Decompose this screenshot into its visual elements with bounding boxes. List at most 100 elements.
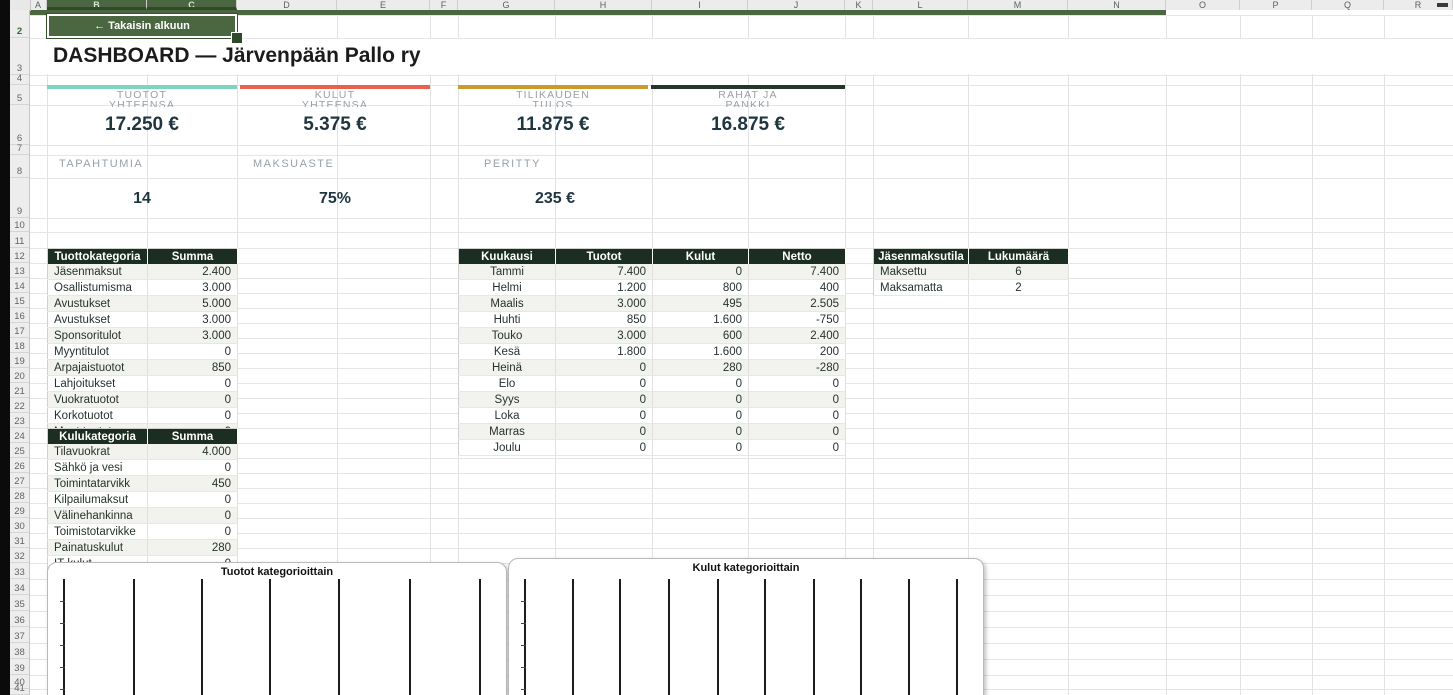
column-header[interactable]: Netto [748,248,846,264]
table-cell[interactable]: Maksamatta [873,279,969,296]
table-cell[interactable]: 0 [748,391,846,408]
table-cell[interactable]: Avustukset [47,311,148,328]
table-cell[interactable]: 1.600 [652,311,749,328]
table-cell[interactable]: 6 [968,264,1069,280]
table-cell[interactable]: Jäsenmaksut [47,264,148,280]
row-header-21[interactable]: 21 [10,383,29,398]
table-cell[interactable]: Syys [458,391,556,408]
table-cell[interactable]: 7.400 [748,264,846,280]
table-cell[interactable]: Sähkö ja vesi [47,459,148,476]
table-cell[interactable]: Joulu [458,439,556,456]
table-cell[interactable]: Korkotuotot [47,407,148,424]
table-cell[interactable]: 1.600 [652,343,749,360]
table-cell[interactable]: Helmi [458,279,556,296]
row-header-26[interactable]: 26 [10,458,29,473]
row-header-3[interactable]: 3 [10,38,29,75]
table-cell[interactable]: Osallistumisma [47,279,148,296]
table-cell[interactable]: Tammi [458,264,556,280]
column-header[interactable]: Tuotot [555,248,653,264]
table-cell[interactable]: Touko [458,327,556,344]
row-header-10[interactable]: 10 [10,218,29,232]
column-header[interactable]: Kulukategoria [47,428,148,444]
table-cell[interactable]: 200 [748,343,846,360]
table-cell[interactable]: 0 [652,264,749,280]
table-cell[interactable]: 0 [555,375,653,392]
table-cell[interactable]: Tilavuokrat [47,444,148,460]
table-cell[interactable]: 3.000 [147,279,238,296]
table-cell[interactable]: 850 [555,311,653,328]
column-header-A[interactable]: A [30,0,47,10]
table-cell[interactable]: 1.800 [555,343,653,360]
table-cell[interactable]: Toimistotarvikke [47,523,148,540]
table-cell[interactable]: 0 [147,343,238,360]
table-cell[interactable]: 7.400 [555,264,653,280]
table-cell[interactable]: 0 [652,375,749,392]
table-cell[interactable]: 0 [748,375,846,392]
table-cell[interactable]: 0 [652,423,749,440]
column-header[interactable]: Kuukausi [458,248,556,264]
row-header-19[interactable]: 19 [10,353,29,368]
table-cell[interactable]: Sponsoritulot [47,327,148,344]
table-cell[interactable]: 0 [652,439,749,456]
back-button[interactable]: ← Takaisin alkuun [46,13,238,39]
column-header-O[interactable]: O [1166,0,1240,10]
table-cell[interactable]: Arpajaistuotot [47,359,148,376]
table-cell[interactable]: Maalis [458,295,556,312]
row-header-23[interactable]: 23 [10,413,29,428]
row-header-20[interactable]: 20 [10,368,29,383]
row-header-17[interactable]: 17 [10,323,29,338]
column-header[interactable]: Summa [147,428,238,444]
table-cell[interactable]: 0 [555,391,653,408]
table-cell[interactable]: 850 [147,359,238,376]
table-cell[interactable]: Vuokratuotot [47,391,148,408]
expense-chart[interactable]: Kulut kategorioittain [508,558,984,695]
table-cell[interactable]: Elo [458,375,556,392]
table-cell[interactable]: Loka [458,407,556,424]
column-header-C[interactable]: C [147,0,237,10]
table-cell[interactable]: 3.000 [555,295,653,312]
row-header-15[interactable]: 15 [10,293,29,308]
table-cell[interactable]: 4.000 [147,444,238,460]
table-cell[interactable]: 1.200 [555,279,653,296]
table-cell[interactable]: 3.000 [147,327,238,344]
table-cell[interactable]: 2.400 [147,264,238,280]
table-cell[interactable]: Marras [458,423,556,440]
row-header-24[interactable]: 24 [10,428,29,443]
row-header-2[interactable]: 2 [10,15,29,38]
table-cell[interactable]: 2.400 [748,327,846,344]
table-cell[interactable]: Kesä [458,343,556,360]
table-cell[interactable]: 0 [555,423,653,440]
row-header-36[interactable]: 36 [10,611,29,627]
table-cell[interactable]: 0 [147,491,238,508]
column-header[interactable]: Kulut [652,248,749,264]
row-header-41[interactable]: 41 [10,683,29,695]
table-cell[interactable]: 0 [555,407,653,424]
table-cell[interactable]: Painatuskulut [47,539,148,556]
column-header-Q[interactable]: Q [1312,0,1384,10]
table-cell[interactable]: 0 [147,459,238,476]
table-cell[interactable]: 0 [748,407,846,424]
table-cell[interactable]: 800 [652,279,749,296]
row-header-16[interactable]: 16 [10,308,29,323]
column-header-L[interactable]: L [873,0,968,10]
row-header-28[interactable]: 28 [10,488,29,503]
row-header-6[interactable]: 6 [10,105,29,145]
column-header-F[interactable]: F [430,0,458,10]
column-header-B[interactable]: B [47,0,147,10]
row-header-22[interactable]: 22 [10,398,29,413]
row-header-29[interactable]: 29 [10,503,29,518]
table-cell[interactable]: 0 [147,375,238,392]
row-header-38[interactable]: 38 [10,643,29,659]
table-cell[interactable]: -750 [748,311,846,328]
table-cell[interactable]: 2 [968,279,1069,296]
column-header-E[interactable]: E [337,0,430,10]
row-header-13[interactable]: 13 [10,263,29,278]
table-cell[interactable]: 0 [652,407,749,424]
column-header-G[interactable]: G [458,0,555,10]
column-header-M[interactable]: M [968,0,1068,10]
row-header-11[interactable]: 11 [10,232,29,248]
table-cell[interactable]: Myyntitulot [47,343,148,360]
row-header-5[interactable]: 5 [10,85,29,105]
table-cell[interactable]: 400 [748,279,846,296]
row-header-32[interactable]: 32 [10,548,29,563]
